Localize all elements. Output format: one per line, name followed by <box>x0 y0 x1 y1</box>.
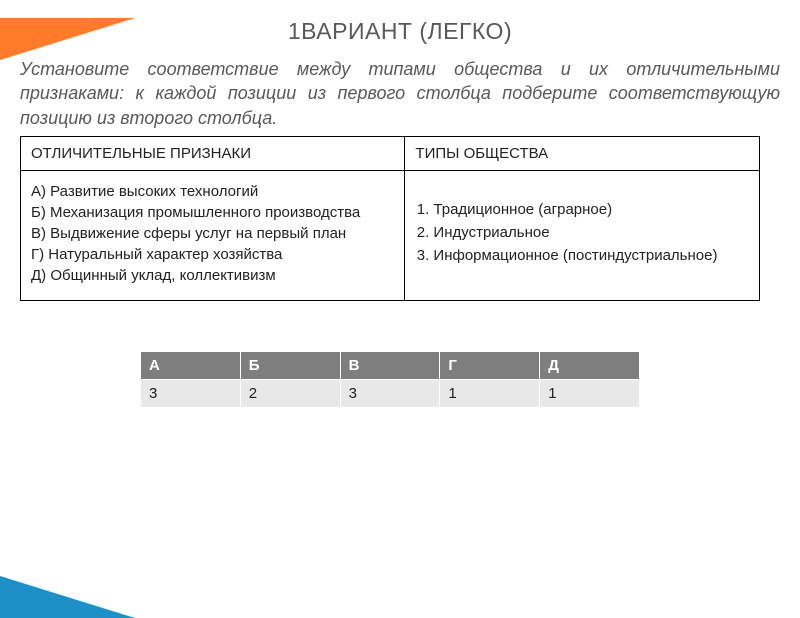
feature-v: В) Выдвижение сферы услуг на первый план <box>31 223 394 244</box>
ans-head-a: А <box>141 351 241 379</box>
types-list: Традиционное (аграрное) Индустриальное И… <box>415 199 749 266</box>
feature-d: Д) Общинный уклад, коллективизм <box>31 265 394 286</box>
feature-a: А) Развитие высоких технологий <box>31 181 394 202</box>
ans-val-b: 2 <box>240 379 340 407</box>
answer-value-row: 3 2 3 1 1 <box>141 379 640 407</box>
table-content-row: А) Развитие высоких технологий Б) Механи… <box>21 170 760 300</box>
ans-head-d: Д <box>540 351 640 379</box>
features-cell: А) Развитие высоких технологий Б) Механи… <box>21 170 405 300</box>
decor-triangle-orange <box>0 18 135 60</box>
ans-val-g: 1 <box>440 379 540 407</box>
answer-table: А Б В Г Д 3 2 3 1 1 <box>140 351 640 408</box>
feature-b: Б) Механизация промышленного производств… <box>31 202 394 223</box>
ans-head-v: В <box>340 351 440 379</box>
types-cell: Традиционное (аграрное) Индустриальное И… <box>405 170 760 300</box>
answer-header-row: А Б В Г Д <box>141 351 640 379</box>
ans-val-d: 1 <box>540 379 640 407</box>
matching-table: ОТЛИЧИТЕЛЬНЫЕ ПРИЗНАКИ ТИПЫ ОБЩЕСТВА А) … <box>20 136 760 301</box>
type-3: Информационное (постиндустриальное) <box>433 245 749 266</box>
table-header-row: ОТЛИЧИТЕЛЬНЫЕ ПРИЗНАКИ ТИПЫ ОБЩЕСТВА <box>21 136 760 170</box>
instruction-text: Установите соответствие между типами общ… <box>0 57 800 130</box>
decor-triangle-blue <box>0 576 135 618</box>
header-left: ОТЛИЧИТЕЛЬНЫЕ ПРИЗНАКИ <box>21 136 405 170</box>
ans-head-g: Г <box>440 351 540 379</box>
type-2: Индустриальное <box>433 222 749 243</box>
ans-val-a: 3 <box>141 379 241 407</box>
ans-head-b: Б <box>240 351 340 379</box>
header-right: ТИПЫ ОБЩЕСТВА <box>405 136 760 170</box>
feature-g: Г) Натуральный характер хозяйства <box>31 244 394 265</box>
type-1: Традиционное (аграрное) <box>433 199 749 220</box>
ans-val-v: 3 <box>340 379 440 407</box>
